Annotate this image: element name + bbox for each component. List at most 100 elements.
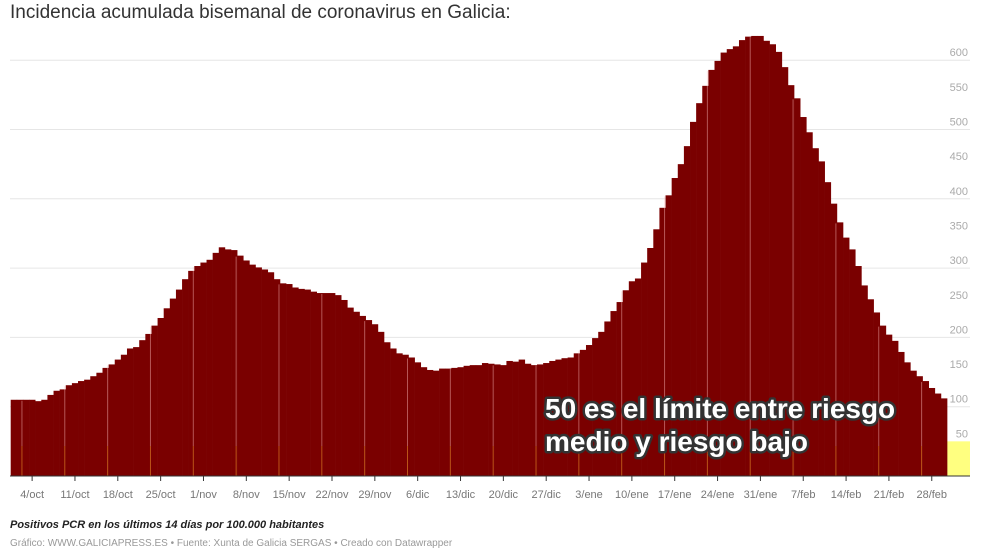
bar-26/oct	[163, 308, 171, 476]
chart-source: Gráfico: WWW.GALICIAPRESS.ES • Fuente: X…	[10, 538, 453, 549]
bar-14/nov	[279, 283, 287, 476]
x-tick-label: 28/feb	[916, 489, 947, 501]
bar-3/oct	[22, 399, 30, 476]
x-tick-label: 1/nov	[190, 489, 217, 501]
bar-25/oct	[157, 317, 164, 476]
bar-9/nov	[249, 264, 256, 476]
x-tick-label: 22/nov	[315, 489, 349, 501]
bar-2/nov	[206, 259, 213, 476]
bar-6/nov	[231, 250, 238, 476]
highlight-band	[947, 441, 970, 476]
x-tick-label: 10/ene	[615, 489, 649, 501]
bar-28/feb	[928, 387, 936, 476]
bar-14/feb	[843, 237, 850, 476]
y-tick-label: 500	[950, 117, 968, 129]
x-tick-label: 29/nov	[358, 489, 392, 501]
bar-24/ene	[714, 60, 721, 476]
bar-23/ene	[708, 69, 715, 476]
bar-29/nov	[371, 324, 379, 476]
bar-13/ene	[647, 248, 654, 476]
bar-6/dic	[414, 362, 422, 476]
bar-9/ene	[622, 290, 630, 476]
bar-24/oct	[151, 325, 158, 476]
annotation-line-1: 50 es el límite entre riesgo	[545, 393, 895, 424]
bar-28/oct	[175, 289, 183, 476]
bar-27/nov	[359, 315, 366, 476]
bar-28/ene	[738, 40, 746, 477]
bar-22/nov	[328, 293, 336, 476]
bar-3/dic	[396, 353, 403, 476]
low-risk-band	[947, 441, 970, 476]
bar-6/ene	[604, 321, 611, 476]
x-tick-label: 7/feb	[791, 489, 815, 501]
x-tick-label: 17/ene	[658, 489, 692, 501]
bar-8/oct	[53, 390, 60, 476]
bar-19/oct	[120, 354, 128, 476]
bar-25/ene	[720, 52, 728, 477]
bar-16/oct	[102, 367, 109, 476]
y-tick-label: 150	[950, 359, 968, 371]
bar-19/dic	[494, 364, 501, 476]
bar-24/dic	[524, 363, 532, 476]
bar-4/oct	[29, 399, 36, 476]
x-tick-label: 27/dic	[532, 489, 562, 501]
bar-22/ene	[702, 85, 709, 476]
bar-10/dic	[439, 368, 446, 476]
bar-8/nov	[243, 260, 250, 476]
bar-2/ene	[579, 349, 587, 476]
bar-9/dic	[432, 370, 440, 476]
bar-16/dic	[475, 365, 483, 476]
bar-8/feb	[806, 132, 813, 476]
y-axis: 50 100 150 200 250 300 350 400 450 500 550 600	[950, 47, 968, 440]
bars	[10, 35, 948, 477]
bar-2/mar	[940, 398, 948, 476]
bar-31/ene	[757, 35, 764, 476]
annotation-line-2: medio y riesgo bajo	[545, 426, 808, 457]
x-tick-label: 24/ene	[701, 489, 735, 501]
bar-2/dic	[390, 348, 397, 476]
bar-29/oct	[182, 279, 189, 476]
bar-11/nov	[261, 269, 269, 476]
bar-11/dic	[445, 368, 452, 476]
bar-23/feb	[898, 351, 905, 476]
bar-6/feb	[794, 98, 801, 476]
bar-9/feb	[812, 148, 819, 476]
bar-7/nov	[237, 255, 244, 476]
bar-22/feb	[891, 340, 899, 476]
chart-title: Incidencia acumulada bisemanal de corona…	[10, 2, 511, 23]
bar-21/feb	[885, 334, 893, 476]
x-tick-label: 21/feb	[874, 489, 905, 501]
bar-20/oct	[126, 348, 134, 476]
x-tick-label: 6/dic	[406, 489, 430, 501]
bar-28/nov	[365, 320, 373, 476]
y-tick-label: 50	[956, 428, 968, 440]
bar-18/feb	[867, 299, 874, 476]
bar-19/ene	[683, 146, 691, 476]
bar-12/ene	[641, 262, 648, 476]
bar-4/dic	[402, 354, 409, 476]
bar-15/oct	[96, 372, 103, 476]
bar-17/feb	[861, 285, 868, 476]
x-tick-label: 31/ene	[744, 489, 778, 501]
bar-1/dic	[384, 342, 391, 476]
bar-3/ene	[585, 345, 593, 476]
bar-30/dic	[561, 358, 568, 476]
bar-31/dic	[567, 357, 575, 476]
bar-21/dic	[506, 360, 513, 476]
bar-12/dic	[451, 367, 458, 476]
x-tick-label: 15/nov	[273, 489, 307, 501]
bar-17/nov	[298, 288, 305, 476]
bar-15/feb	[849, 249, 856, 476]
bar-26/dic	[537, 364, 544, 476]
y-tick-label: 100	[950, 394, 968, 406]
bar-17/oct	[108, 364, 116, 476]
bar-5/ene	[598, 331, 605, 476]
bar-1/oct	[10, 399, 18, 476]
y-tick-label: 300	[950, 255, 968, 267]
bar-chart: 50 100 150 200 250 300 350 400 450 500 550 600 4/oc…	[10, 35, 970, 501]
bar-1/nov	[200, 262, 207, 476]
bar-29/dic	[555, 359, 562, 476]
bar-21/ene	[696, 103, 703, 476]
bar-16/ene	[665, 195, 672, 476]
bar-22/oct	[139, 340, 146, 476]
